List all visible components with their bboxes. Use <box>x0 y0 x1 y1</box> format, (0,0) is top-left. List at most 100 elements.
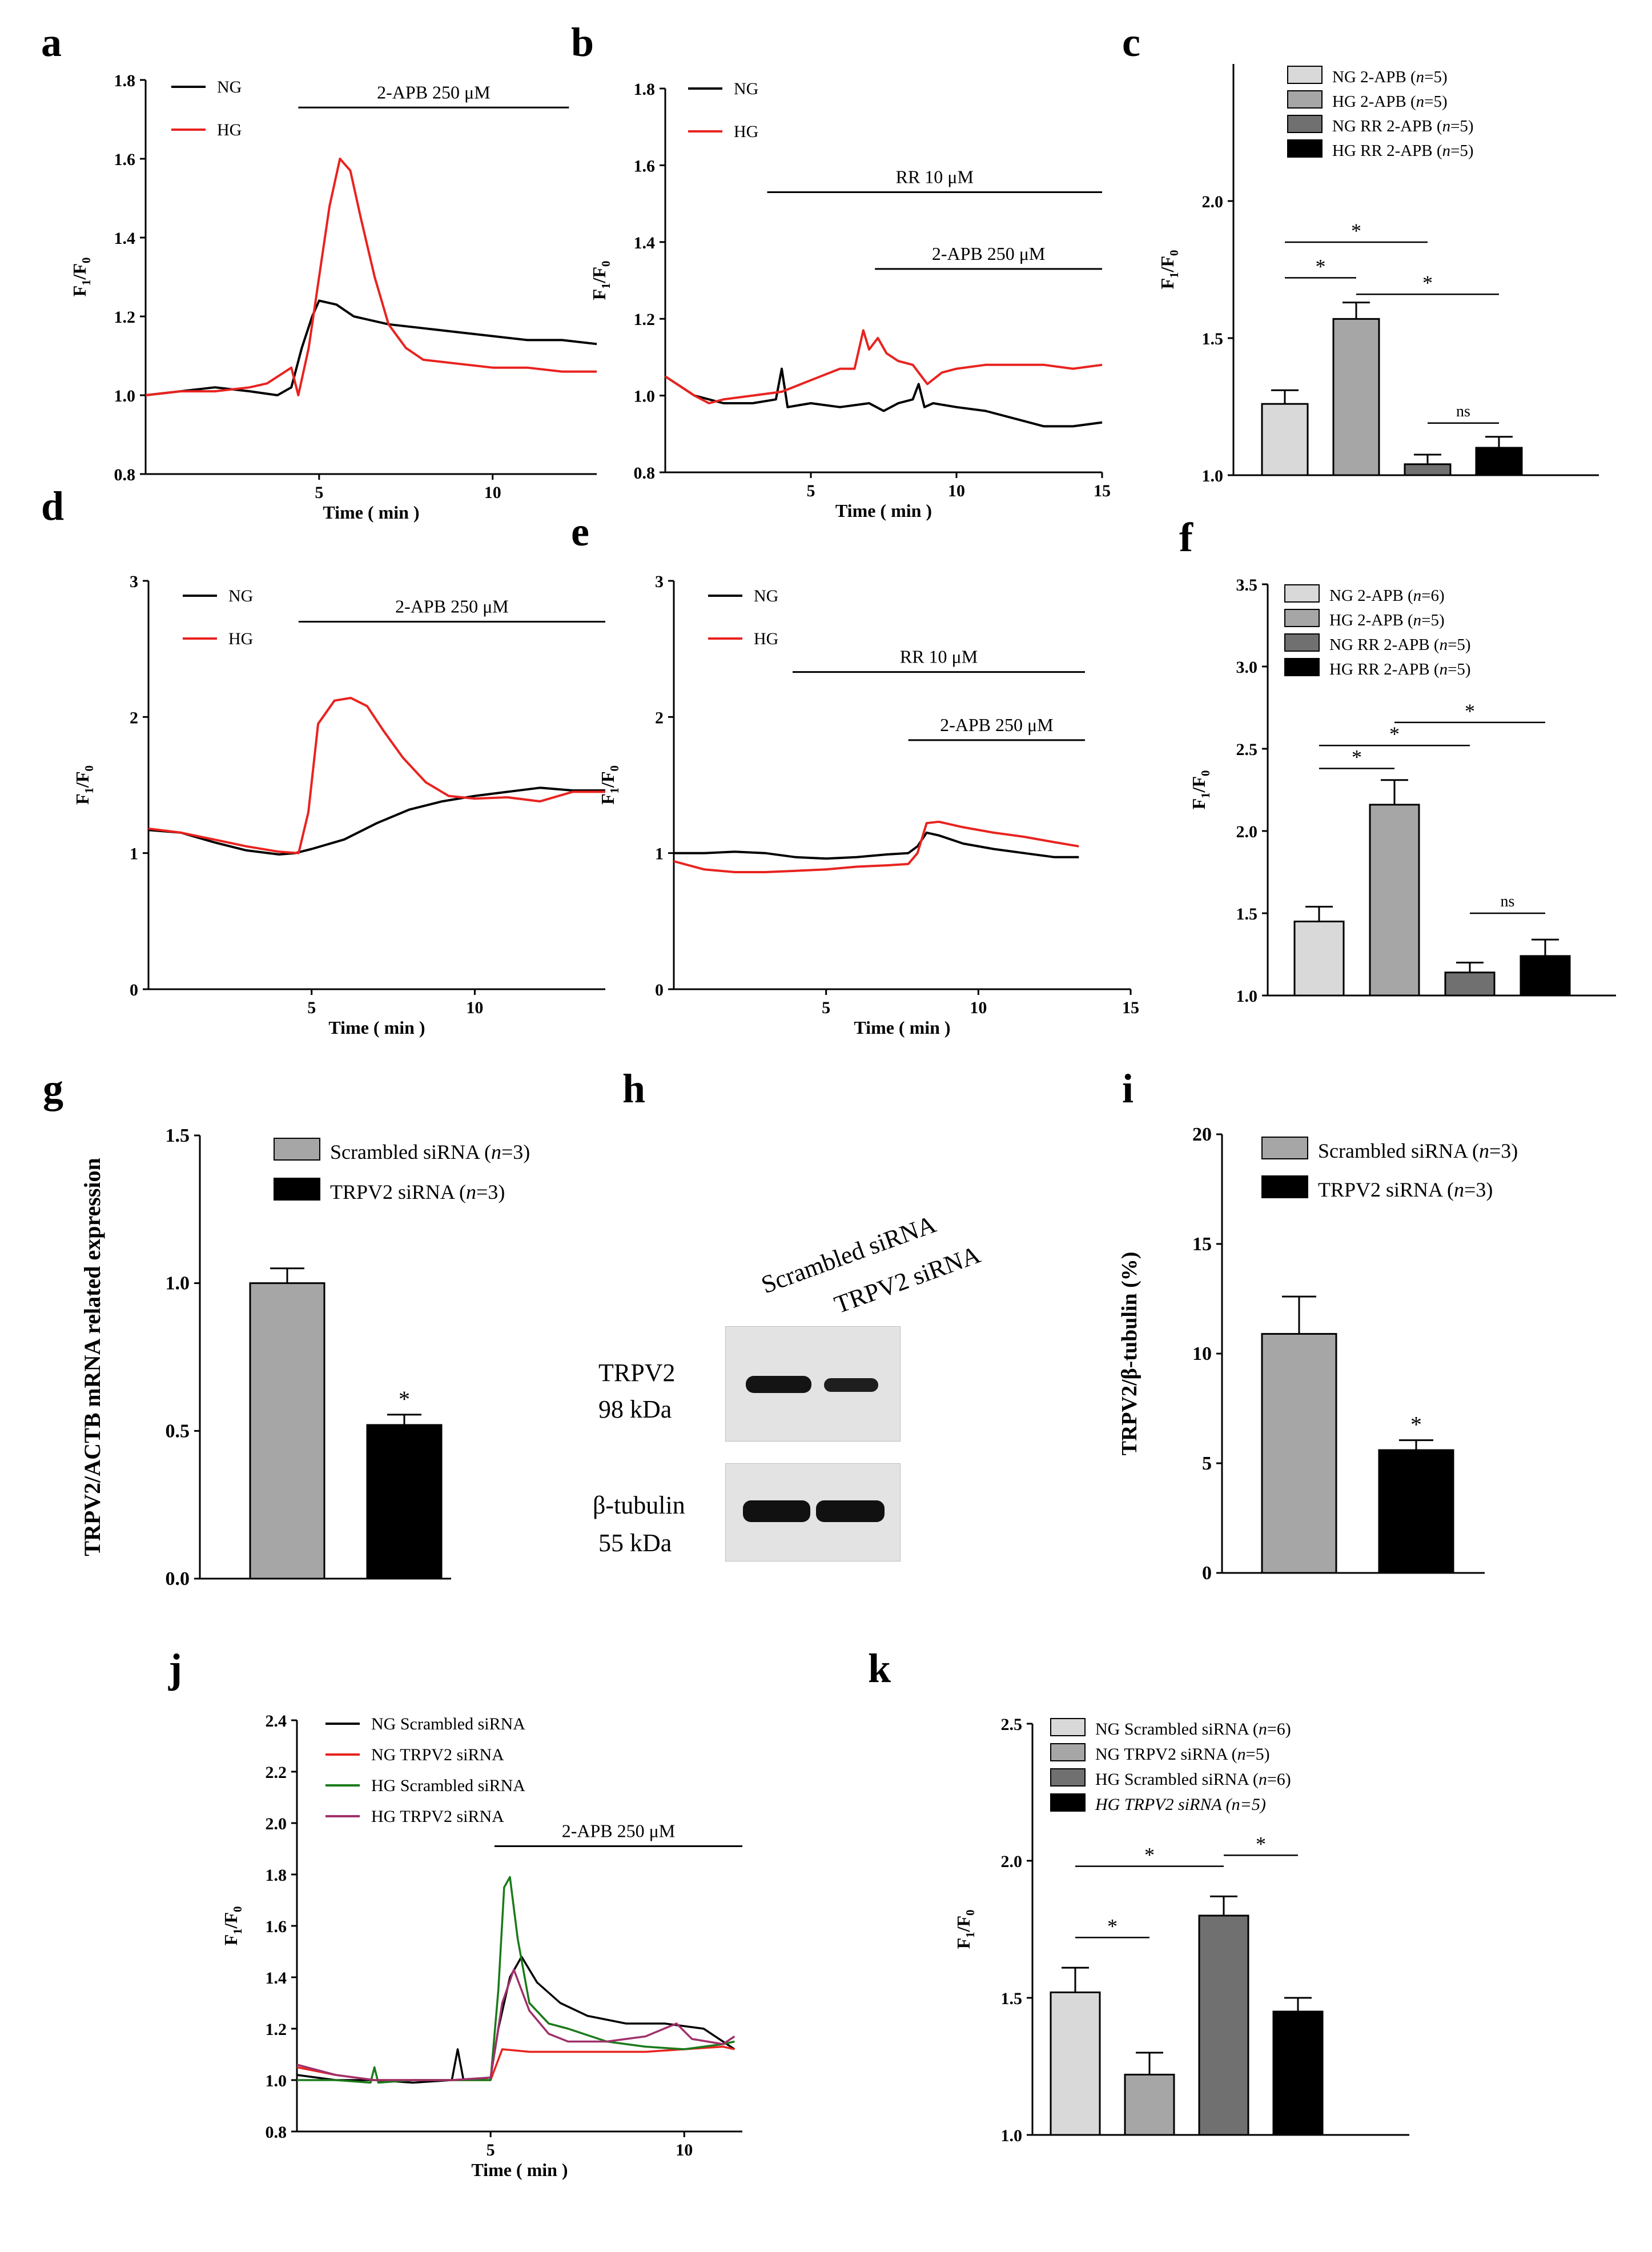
bar-1 <box>1293 920 1345 997</box>
significance-label: ns <box>1456 403 1470 420</box>
ylabel-f1: F <box>72 793 93 805</box>
chart-g: 0.0 0.5 1.0 1.5 * TRPV2/ACTB mRNA related exp… <box>79 1125 530 1589</box>
x-axis-label: Time ( min ) <box>854 1017 950 1038</box>
y-tick-label: 3.0 <box>1236 658 1258 677</box>
western-blot-tubulin <box>725 1463 901 1561</box>
series-line-ng <box>145 299 597 396</box>
y-tick-label: 2 <box>655 708 664 727</box>
legend-text-part: =3) <box>1489 1139 1518 1162</box>
ylabel-sub0: 0 <box>964 1910 977 1916</box>
x-tick-label: 5 <box>822 998 830 1017</box>
legend-text-n: n <box>1259 1720 1267 1739</box>
y-tick-label: 1.8 <box>114 71 136 90</box>
legend-swatch <box>1287 115 1323 133</box>
chart-i: 0 5 10 15 20 * TRPV2/β-tubulin (%) Scrambled si… <box>1118 1124 1518 1584</box>
y-tick-label: 2.0 <box>1236 822 1258 841</box>
panel-letter-f: f <box>1179 515 1193 560</box>
ylabel-sub1: 1 <box>1168 272 1181 278</box>
legend-swatch <box>274 1178 320 1201</box>
ylabel-f1: F <box>953 1938 974 1949</box>
ylabel-f0: /F <box>72 772 93 788</box>
y-tick-label: 2.5 <box>1001 1715 1023 1734</box>
legend-text-n: n <box>1440 660 1448 679</box>
bar-2 <box>1369 804 1420 997</box>
y-tick-label: 1.4 <box>114 229 136 248</box>
y-axis-label: F1/F0 <box>597 765 621 805</box>
y-axis-label: F1/F0 <box>220 1906 244 1946</box>
y-tick-label: 5 <box>1202 1453 1212 1474</box>
legend-text-part: Scrambled siRNA ( <box>1318 1139 1479 1162</box>
annotation-label: 2-APB 250 μM <box>395 596 509 617</box>
legend-text-part: =5) <box>1448 660 1471 679</box>
series-line-hg-trpv2-sirna <box>296 1968 735 2081</box>
legend-text-part: =6) <box>1267 1770 1291 1789</box>
significance-label: ns <box>1501 893 1515 910</box>
significance-label: * <box>1144 1844 1155 1866</box>
bar-3 <box>1404 463 1452 476</box>
legend-label: NG <box>754 587 778 605</box>
legend-text-n: n <box>1454 1178 1464 1201</box>
y-tick-label: 1.2 <box>634 310 656 329</box>
legend-text-n: n <box>491 1141 501 1163</box>
y-tick-label: 1.6 <box>114 150 136 169</box>
legend-text-part: =6) <box>1421 587 1445 605</box>
blot-protein-tubulin: β-tubulin <box>593 1491 685 1519</box>
ylabel-f1: F <box>1188 798 1209 810</box>
annotation-label: 2-APB 250 μM <box>562 1821 676 1841</box>
blot-band-tubulin-scrambled <box>743 1500 810 1522</box>
legend-label: HG 2-APB (n=5) <box>1332 93 1448 111</box>
ylabel-f1: F <box>220 1934 241 1946</box>
panel-letter-i: i <box>1122 1066 1134 1111</box>
y-tick-label: 1.0 <box>1202 467 1224 485</box>
ylabel-sub1: 1 <box>80 279 93 285</box>
ylabel-sub1: 1 <box>600 283 613 288</box>
legend-label: HG <box>754 629 778 648</box>
legend-label: NG <box>217 78 242 97</box>
series-line-ng <box>148 786 605 856</box>
y-tick-label: 1.2 <box>266 2020 287 2039</box>
x-tick-label: 5 <box>307 998 316 1017</box>
legend-label: TRPV2 siRNA (n=3) <box>330 1181 505 1203</box>
bar-2 <box>366 1424 443 1580</box>
series-line-ng <box>664 367 1103 428</box>
y-tick-label: 0.8 <box>114 465 136 484</box>
series-line-hg-scrambled-sirna <box>297 1876 735 2084</box>
legend-text-n: n <box>1442 117 1451 135</box>
panel-letter-g: g <box>43 1066 63 1111</box>
y-tick-label: 1.0 <box>1001 2126 1023 2145</box>
significance-label: * <box>1256 1832 1266 1855</box>
ylabel-sub1: 1 <box>964 1932 977 1937</box>
bar-1 <box>249 1282 325 1580</box>
ylabel-f0: /F <box>69 263 90 280</box>
blot-band-tubulin-sirna <box>816 1500 885 1522</box>
y-tick-label: 1.0 <box>634 387 656 406</box>
y-tick-label: 1.5 <box>1202 330 1224 348</box>
bar-4 <box>1475 447 1523 476</box>
legend-text-part: TRPV2 siRNA ( <box>330 1181 466 1203</box>
bar-2 <box>1378 1449 1454 1574</box>
panel-letter-c: c <box>1122 19 1140 65</box>
y-tick-label: 2.2 <box>266 1763 287 1782</box>
y-axis-label: F1/F0 <box>953 1910 977 1949</box>
y-tick-label: 1.6 <box>634 156 656 175</box>
y-tick-label: 1.0 <box>266 2072 287 2090</box>
ylabel-sub0: 0 <box>600 261 613 267</box>
legend-swatch <box>1284 658 1320 676</box>
bar-1 <box>1261 403 1309 476</box>
y-tick-label: 20 <box>1192 1124 1212 1145</box>
significance-label: * <box>1107 1914 1118 1937</box>
y-tick-label: 0 <box>130 981 138 999</box>
x-axis-label: Time ( min ) <box>835 500 932 521</box>
series-line-ng-trpv2-sirna <box>296 2045 735 2081</box>
x-tick-label: 10 <box>970 998 987 1017</box>
blot-size-trpv2: 98 kDa <box>598 1395 672 1423</box>
panel-letter-a: a <box>41 19 62 65</box>
y-axis-label: F1/F0 <box>72 765 96 805</box>
series-line-hg <box>145 158 597 396</box>
legend-text-part: =5) <box>1246 1745 1270 1764</box>
y-axis-label: F1/F0 <box>589 261 613 300</box>
